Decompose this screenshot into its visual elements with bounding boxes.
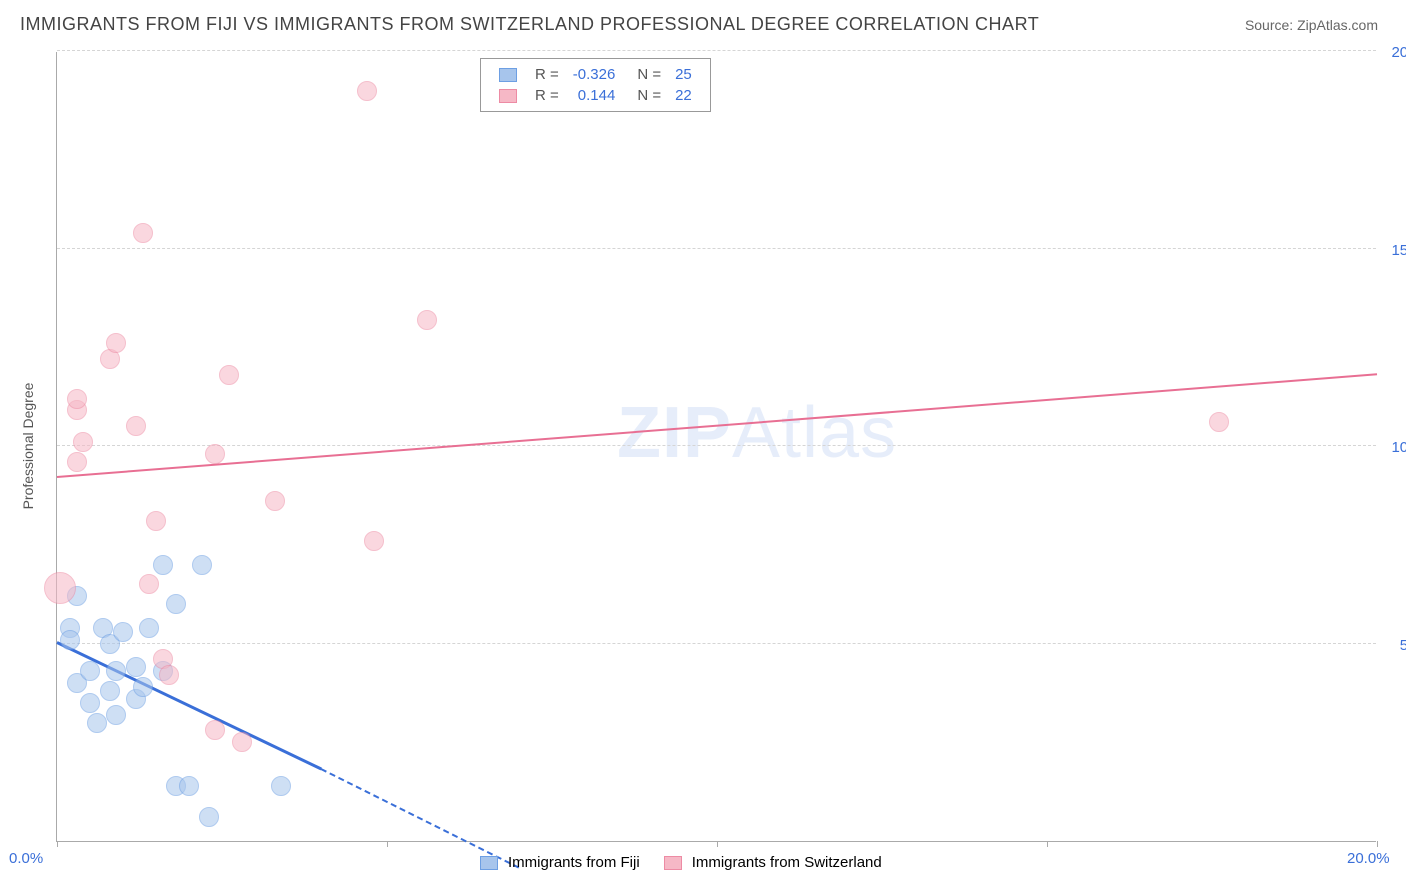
chart-title: IMMIGRANTS FROM FIJI VS IMMIGRANTS FROM … (20, 14, 1039, 35)
trend-line (57, 373, 1377, 478)
data-point (179, 776, 199, 796)
data-point (364, 531, 384, 551)
data-point (153, 555, 173, 575)
data-point (205, 720, 225, 740)
y-tick-label: 15.0% (1391, 242, 1406, 259)
y-tick-label: 10.0% (1391, 439, 1406, 456)
x-tick-label: 20.0% (1347, 850, 1390, 867)
data-point (106, 705, 126, 725)
data-point (80, 661, 100, 681)
x-tick-label: 0.0% (9, 850, 43, 867)
data-point (139, 574, 159, 594)
data-point (146, 511, 166, 531)
data-point (205, 444, 225, 464)
data-point (166, 594, 186, 614)
data-point (159, 665, 179, 685)
data-point (44, 572, 76, 604)
data-point (80, 693, 100, 713)
data-point (60, 630, 80, 650)
stats-legend: R =-0.326N =25R =0.144N =22 (480, 58, 711, 112)
series-legend: Immigrants from Fiji Immigrants from Swit… (480, 854, 882, 871)
data-point (232, 732, 252, 752)
data-point (106, 661, 126, 681)
data-point (1209, 412, 1229, 432)
data-point (106, 333, 126, 353)
watermark: ZIPAtlas (617, 392, 897, 474)
data-point (265, 491, 285, 511)
data-point (192, 555, 212, 575)
data-point (271, 776, 291, 796)
data-point (139, 618, 159, 638)
data-point (100, 681, 120, 701)
data-point (73, 432, 93, 452)
data-point (126, 657, 146, 677)
data-point (126, 416, 146, 436)
data-point (417, 310, 437, 330)
data-point (219, 365, 239, 385)
source-label: Source: ZipAtlas.com (1245, 17, 1378, 33)
data-point (133, 223, 153, 243)
y-tick-label: 5.0% (1400, 637, 1406, 654)
y-axis-label: Professional Degree (20, 383, 36, 510)
data-point (67, 452, 87, 472)
data-point (133, 677, 153, 697)
chart-plot-area: ZIPAtlas 5.0%10.0%15.0%20.0%0.0%20.0% (56, 52, 1376, 842)
legend-item: Immigrants from Switzerland (664, 854, 882, 871)
legend-item: Immigrants from Fiji (480, 854, 640, 871)
y-tick-label: 20.0% (1391, 44, 1406, 61)
data-point (357, 81, 377, 101)
data-point (67, 389, 87, 409)
data-point (113, 622, 133, 642)
data-point (199, 807, 219, 827)
data-point (87, 713, 107, 733)
